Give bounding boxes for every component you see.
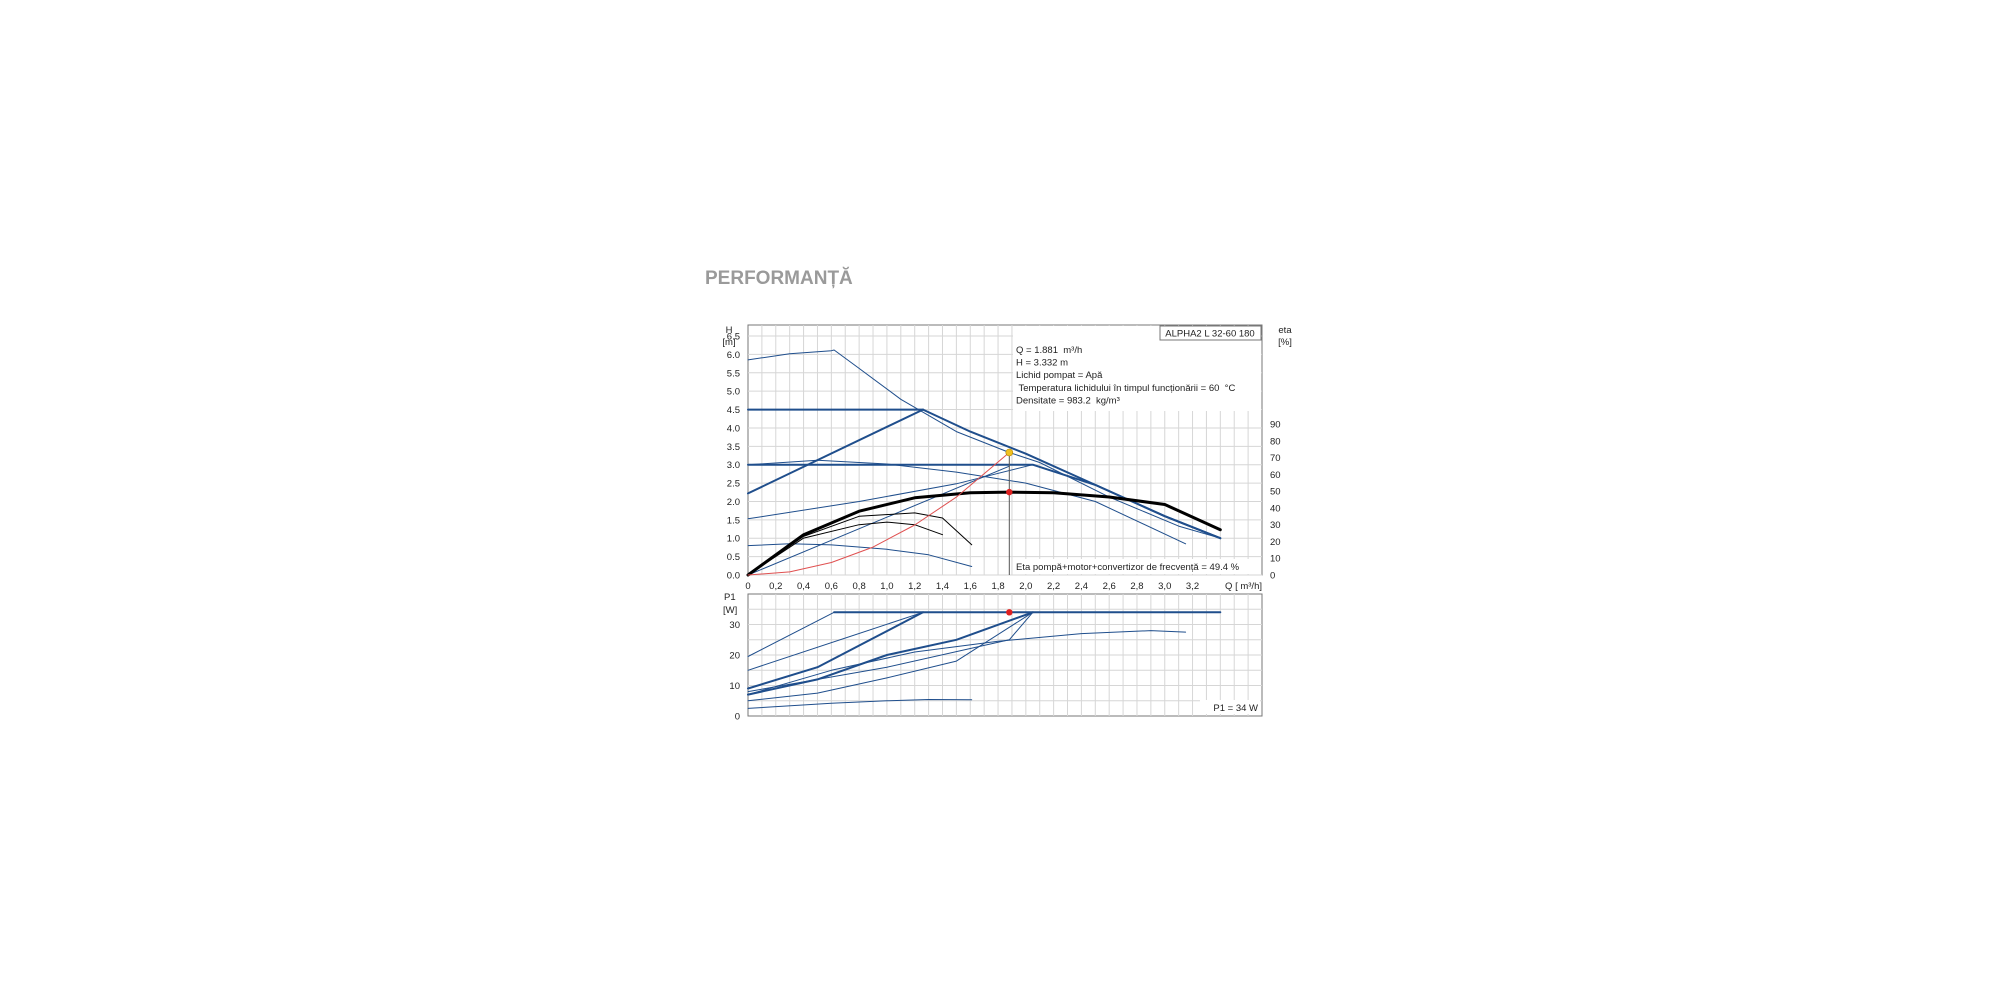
info-line: Lichid pompat = Apă (1016, 370, 1103, 381)
x-tick-label: 1,0 (880, 581, 893, 592)
duty-point-marker (1005, 448, 1014, 457)
head-curve-3 (747, 408, 924, 495)
y2-tick-label: 90 (1270, 420, 1281, 431)
y2-tick-label: 40 (1270, 503, 1281, 514)
power-curve-7 (747, 611, 1034, 702)
info-line: Q = 1.881 m³/h (1016, 345, 1082, 356)
y-tick-label: 4.0 (727, 423, 740, 434)
system-curve (747, 452, 1010, 576)
head-curve-6 (747, 464, 1034, 520)
x-tick-label: 1,4 (936, 581, 949, 592)
head-curve-5 (747, 459, 1187, 545)
y-tick-label: 3.5 (727, 442, 740, 453)
eta-point-marker (1006, 488, 1013, 496)
eta-curve-3 (747, 521, 943, 576)
y-tick-label: 4.5 (727, 405, 740, 416)
p1-tick-label: 20 (729, 651, 740, 662)
eta-curve-1 (746, 490, 1222, 577)
x-tick-label: 0,8 (853, 581, 866, 592)
eta-curve-2 (747, 512, 973, 576)
power-curve-4 (747, 611, 924, 690)
x-tick-label: 1,2 (908, 581, 921, 592)
p1-axis-unit: [W] (723, 605, 737, 616)
info-line: Densitate = 983.2 kg/m³ (1016, 395, 1120, 406)
head-chart-grid (747, 324, 1263, 576)
x-tick-label: 0,6 (825, 581, 838, 592)
x-tick-label: 0,2 (769, 581, 782, 592)
eta-label: Eta pompă+motor+convertizor de frecvență… (1016, 562, 1240, 573)
y-tick-label: 2.5 (727, 479, 740, 490)
y-tick-label: 0.0 (727, 571, 740, 582)
y-tick-label: 1.0 (727, 534, 740, 545)
x-tick-label: 0,4 (797, 581, 810, 592)
y2-tick-label: 10 (1270, 554, 1281, 565)
x-tick-label: 3,2 (1186, 581, 1199, 592)
y2-axis-label: eta (1278, 325, 1292, 336)
y2-tick-label: 80 (1270, 436, 1281, 447)
power-curve-6 (747, 611, 1034, 693)
y-tick-label: 6.5 (727, 332, 740, 343)
p1-tick-label: 0 (735, 712, 740, 723)
x-tick-label: 2,2 (1047, 581, 1060, 592)
y-axis-label: H (726, 325, 733, 336)
y-axis-unit: [m] (722, 337, 735, 348)
x-tick-label: 1,8 (991, 581, 1004, 592)
y2-tick-label: 50 (1270, 487, 1281, 498)
y-tick-label: 3.0 (727, 460, 740, 471)
x-tick-label: 0 (745, 581, 750, 592)
y-tick-label: 0.5 (727, 552, 740, 563)
x-tick-label: 1,6 (964, 581, 977, 592)
p1-tick-label: 10 (729, 681, 740, 692)
p1-tick-label: 30 (729, 620, 740, 631)
power-label-background (1200, 700, 1260, 714)
y-tick-label: 5.5 (727, 368, 740, 379)
power-label: P1 = 34 W (1213, 703, 1258, 714)
head-curve-8 (747, 465, 1010, 576)
y-tick-label: 5.0 (727, 387, 740, 398)
y2-tick-label: 60 (1270, 470, 1281, 481)
y2-tick-label: 20 (1270, 537, 1281, 548)
info-line: Temperatura lichidului în timpul funcțio… (1016, 383, 1235, 394)
power-curve-2 (747, 611, 835, 657)
power-curve-3 (747, 611, 924, 671)
model-title-box (1159, 325, 1262, 341)
power-point-marker (1006, 609, 1013, 616)
y2-axis-unit: [%] (1278, 337, 1292, 348)
y-tick-label: 6.0 (727, 350, 740, 361)
p1-axis-label: P1 (724, 592, 736, 603)
section-title: PERFORMANȚĂ (705, 268, 853, 289)
y2-tick-label: 70 (1270, 453, 1281, 464)
x-tick-label: 3,0 (1158, 581, 1171, 592)
head-curve-4 (747, 463, 1222, 540)
power-curve-8 (747, 630, 1187, 696)
x-axis-label: Q [ m³/h] (1225, 581, 1262, 592)
power-curve-5 (747, 611, 1034, 696)
y-tick-label: 1.5 (727, 515, 740, 526)
x-tick-label: 2,6 (1103, 581, 1116, 592)
y2-tick-label: 30 (1270, 520, 1281, 531)
x-tick-label: 2,4 (1075, 581, 1088, 592)
head-curve-7 (747, 543, 973, 567)
x-tick-label: 2,0 (1019, 581, 1032, 592)
eta-label-background (1014, 559, 1261, 574)
model-title: ALPHA2 L 32-60 180 (1165, 329, 1254, 340)
power-curve-9 (747, 699, 973, 709)
x-tick-label: 2,8 (1130, 581, 1143, 592)
y2-tick-label: 0 (1270, 571, 1275, 582)
info-line: H = 3.332 m (1016, 358, 1068, 369)
y-tick-label: 2.0 (727, 497, 740, 508)
head-curve-1 (747, 349, 1221, 539)
